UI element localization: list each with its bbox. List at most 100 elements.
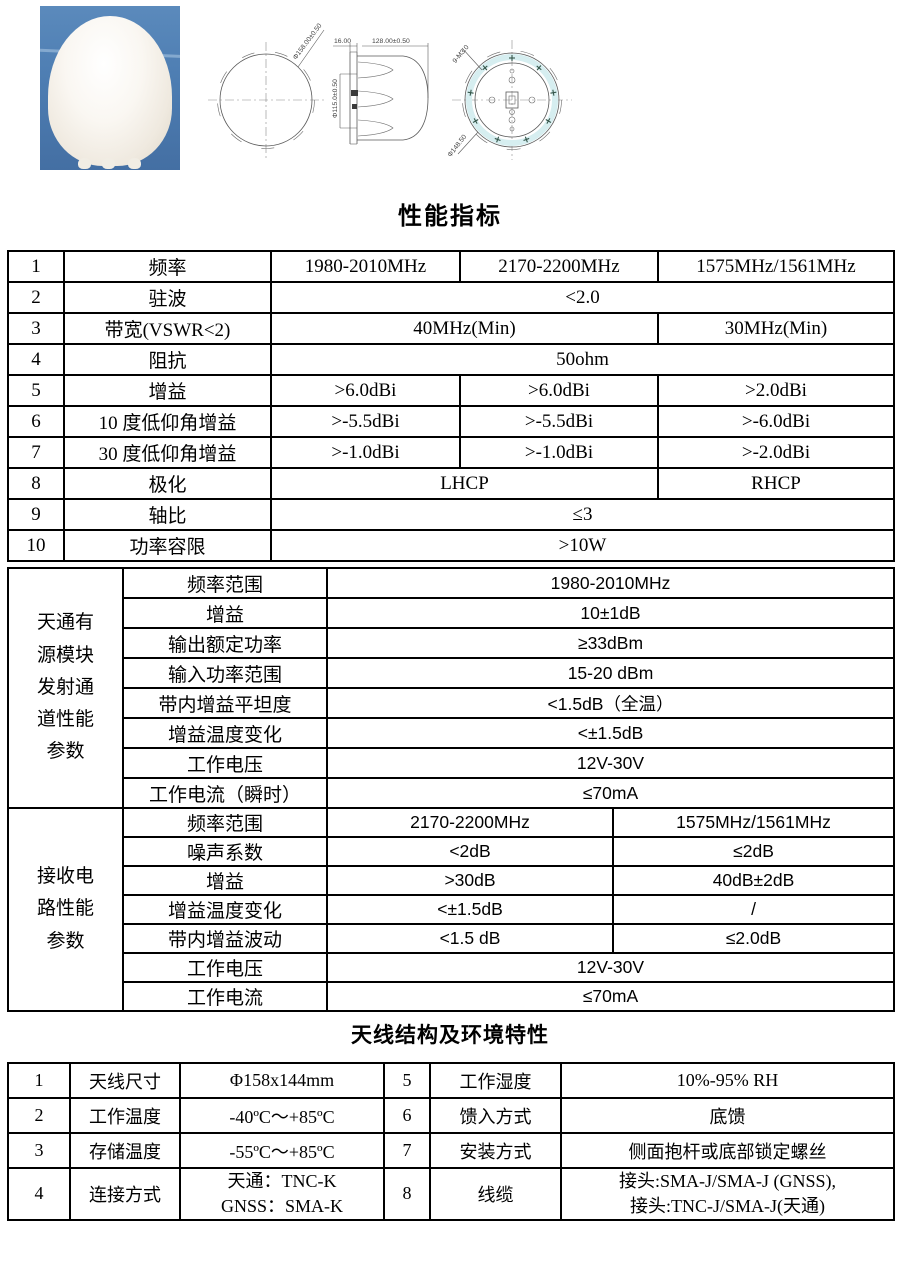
cell-value: 40dB±2dB [612, 865, 895, 896]
cell-label: 工作电流（瞬时） [122, 777, 328, 809]
cell-value: >-5.5dBi [459, 405, 659, 438]
rx-section-header: 接收电路性能参数 [7, 807, 124, 1012]
cell-value-line: 接头:TNC-J/SMA-J(天通) [629, 1195, 825, 1216]
table-row: 增益 >30dB 40dB±2dB [8, 865, 895, 896]
cell-value: ≤70mA [326, 777, 895, 809]
cell-label: 增益 [122, 597, 328, 629]
table-row: 带内增益平坦度 <1.5dB（全温） [8, 687, 895, 719]
antenna-photo [40, 6, 180, 170]
cell-value: <2dB [326, 836, 614, 867]
environment-table: 1 天线尺寸 Φ158x144mm 5 工作湿度 10%-95% RH 2 工作… [7, 1062, 895, 1221]
cell-label: 频率 [63, 250, 272, 283]
cell-value: <±1.5dB [326, 894, 614, 925]
bottom-view-drawing: 9-M3.0 Φ148.50 [447, 40, 572, 160]
cell-value: <±1.5dB [326, 717, 895, 749]
cell-value: ≤2.0dB [612, 923, 895, 954]
cell-label: 天线尺寸 [69, 1062, 181, 1099]
cell-label: 增益 [63, 374, 272, 407]
table-row: 3 带宽(VSWR<2) 40MHz(Min) 30MHz(Min) [7, 312, 895, 345]
cell-label: 阻抗 [63, 343, 272, 376]
cell-value: >-5.5dBi [270, 405, 461, 438]
cell-value: 2170-2200MHz [326, 807, 614, 838]
table-row: 10 功率容限 >10W [7, 529, 895, 562]
cell-value: >10W [270, 529, 895, 562]
cell-no: 7 [383, 1132, 431, 1169]
table-row: 噪声系数 <2dB ≤2dB [8, 836, 895, 867]
cell-value: LHCP [270, 467, 659, 500]
technical-drawings: Φ158.00±0.50 16.00 128.00± [208, 22, 572, 160]
cell-label: 带内增益波动 [122, 923, 328, 954]
cell-value: / [612, 894, 895, 925]
table-row: 带内增益波动 <1.5 dB ≤2.0dB [8, 923, 895, 954]
cell-label: 频率范围 [122, 567, 328, 599]
cell-label: 增益 [122, 865, 328, 896]
cell-value: >-6.0dBi [657, 405, 895, 438]
cell-label: 工作电压 [122, 747, 328, 779]
cell-value: 15-20 dBm [326, 657, 895, 689]
antenna-dome [48, 16, 172, 166]
table-row: 7 30 度低仰角增益 >-1.0dBi >-1.0dBi >-2.0dBi [7, 436, 895, 469]
cell-no: 3 [7, 312, 65, 345]
table-row: 1 天线尺寸 Φ158x144mm 5 工作湿度 10%-95% RH [7, 1062, 895, 1099]
cell-no: 8 [383, 1167, 431, 1221]
tx-section-header: 天通有源模块发射通道性能参数 [7, 567, 124, 809]
cell-value: >30dB [326, 865, 614, 896]
cell-no: 2 [7, 1097, 71, 1134]
cell-label: 连接方式 [69, 1167, 181, 1221]
side-view-drawing: 16.00 128.00±0.50 Φ115.0±0.50 [332, 38, 429, 145]
cell-label: 存储温度 [69, 1132, 181, 1169]
table-row: 输入功率范围 15-20 dBm [8, 657, 895, 689]
cell-label: 增益温度变化 [122, 894, 328, 925]
table-row: 9 轴比 ≤3 [7, 498, 895, 531]
header-media-area: Φ158.00±0.50 16.00 128.00± [0, 0, 900, 175]
cell-no: 1 [7, 250, 65, 283]
cell-value: 12V-30V [326, 747, 895, 779]
cell-value: ≤2dB [612, 836, 895, 867]
cell-no: 7 [7, 436, 65, 469]
cell-value: 1980-2010MHz [270, 250, 461, 283]
table-row: 工作电压 12V-30V [8, 952, 895, 983]
table-row: 接收电路性能参数 频率范围 2170-2200MHz 1575MHz/1561M… [7, 807, 895, 1012]
cell-value: 1575MHz/1561MHz [657, 250, 895, 283]
table-row: 1 频率 1980-2010MHz 2170-2200MHz 1575MHz/1… [7, 250, 895, 283]
table-row: 工作电流 ≤70mA [8, 981, 895, 1012]
page-title-structure: 天线结构及环境特性 [351, 1023, 549, 1047]
cell-label: 线缆 [429, 1167, 562, 1221]
cell-label: 噪声系数 [122, 836, 328, 867]
cell-value: >6.0dBi [459, 374, 659, 407]
cell-value: ≤70mA [326, 981, 895, 1012]
front-view-drawing: Φ158.00±0.50 [208, 22, 325, 158]
cell-value: >-2.0dBi [657, 436, 895, 469]
cell-value: 50ohm [270, 343, 895, 376]
page-title-performance: 性能指标 [398, 204, 502, 230]
cell-no: 4 [7, 343, 65, 376]
side-inner-diameter-label: Φ115.0±0.50 [332, 79, 339, 118]
cell-value: 40MHz(Min) [270, 312, 659, 345]
cell-label: 工作温度 [69, 1097, 181, 1134]
cell-value: Φ158x144mm [179, 1062, 385, 1099]
cell-no: 4 [7, 1167, 71, 1221]
cell-label: 输入功率范围 [122, 657, 328, 689]
cell-value: <1.5dB（全温） [326, 687, 895, 719]
cell-no: 1 [7, 1062, 71, 1099]
cell-value: 接头:SMA-J/SMA-J (GNSS), 接头:TNC-J/SMA-J(天通… [560, 1167, 895, 1221]
cell-value: 1980-2010MHz [326, 567, 895, 599]
antenna-foot [128, 158, 141, 169]
cell-no: 2 [7, 281, 65, 314]
table-row: 4 阻抗 50ohm [7, 343, 895, 376]
cell-label: 驻波 [63, 281, 272, 314]
table-row: 输出额定功率 ≥33dBm [8, 627, 895, 659]
table-row: 6 10 度低仰角增益 >-5.5dBi >-5.5dBi >-6.0dBi [7, 405, 895, 438]
table-row: 3 存储温度 -55ºC～+85ºC 7 安装方式 侧面抱杆或底部锁定螺丝 [7, 1132, 895, 1169]
cell-value: 10%-95% RH [560, 1062, 895, 1099]
cell-label: 工作湿度 [429, 1062, 562, 1099]
cell-no: 10 [7, 529, 65, 562]
cell-label: 频率范围 [122, 807, 328, 838]
cell-no: 8 [7, 467, 65, 500]
cell-value: 2170-2200MHz [459, 250, 659, 283]
table-row: 增益 10±1dB [8, 597, 895, 629]
side-length-label: 128.00±0.50 [372, 38, 410, 45]
module-table: 天通有源模块发射通道性能参数 频率范围 1980-2010MHz 增益 10±1… [7, 567, 895, 1012]
cell-value: 1575MHz/1561MHz [612, 807, 895, 838]
front-diameter-label: Φ158.00±0.50 [292, 22, 324, 61]
